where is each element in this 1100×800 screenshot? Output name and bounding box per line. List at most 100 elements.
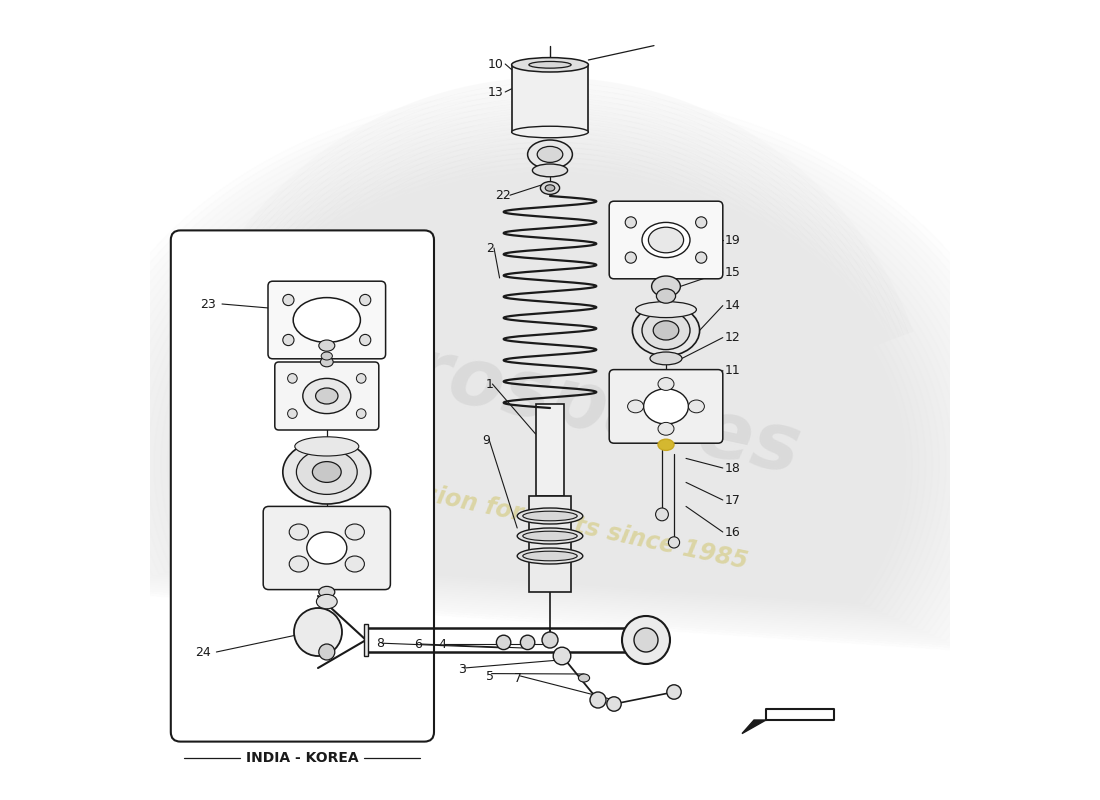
Polygon shape xyxy=(167,169,933,612)
Ellipse shape xyxy=(321,352,332,360)
Ellipse shape xyxy=(540,182,560,194)
FancyBboxPatch shape xyxy=(268,282,386,358)
Circle shape xyxy=(669,537,680,548)
Polygon shape xyxy=(120,132,980,630)
Polygon shape xyxy=(66,90,1034,651)
Ellipse shape xyxy=(517,528,583,544)
Text: 16: 16 xyxy=(725,526,740,538)
Text: a passion for parts since 1985: a passion for parts since 1985 xyxy=(351,466,749,574)
Polygon shape xyxy=(222,210,878,591)
Polygon shape xyxy=(283,258,817,567)
Polygon shape xyxy=(161,163,939,614)
Ellipse shape xyxy=(648,227,683,253)
Text: 6: 6 xyxy=(414,638,422,650)
Polygon shape xyxy=(126,137,974,627)
Ellipse shape xyxy=(650,352,682,365)
Ellipse shape xyxy=(644,389,689,424)
Ellipse shape xyxy=(658,422,674,435)
Ellipse shape xyxy=(632,305,700,356)
Ellipse shape xyxy=(307,532,346,564)
Polygon shape xyxy=(317,283,783,554)
Polygon shape xyxy=(249,231,851,580)
Ellipse shape xyxy=(320,357,333,366)
Polygon shape xyxy=(330,294,770,549)
Circle shape xyxy=(656,508,669,521)
Ellipse shape xyxy=(316,388,338,404)
Ellipse shape xyxy=(651,276,681,297)
Circle shape xyxy=(356,409,366,418)
FancyBboxPatch shape xyxy=(609,202,723,279)
Circle shape xyxy=(287,409,297,418)
Ellipse shape xyxy=(302,378,351,414)
Circle shape xyxy=(360,334,371,346)
Ellipse shape xyxy=(289,556,308,572)
Circle shape xyxy=(360,294,371,306)
Text: 7: 7 xyxy=(514,672,522,685)
Polygon shape xyxy=(86,106,1014,643)
Ellipse shape xyxy=(529,62,571,68)
Circle shape xyxy=(319,644,334,660)
Polygon shape xyxy=(174,174,926,609)
Bar xyxy=(364,624,367,656)
Ellipse shape xyxy=(283,440,371,504)
Bar xyxy=(529,496,571,592)
Ellipse shape xyxy=(522,531,578,541)
Text: 11: 11 xyxy=(725,364,740,377)
Ellipse shape xyxy=(546,185,554,191)
Ellipse shape xyxy=(642,311,690,350)
Circle shape xyxy=(553,647,571,665)
Ellipse shape xyxy=(642,222,690,258)
Text: 13: 13 xyxy=(487,86,504,98)
Polygon shape xyxy=(229,215,871,588)
Bar xyxy=(512,65,588,132)
Polygon shape xyxy=(182,179,918,606)
Ellipse shape xyxy=(512,58,588,72)
Text: 9: 9 xyxy=(482,434,490,446)
Ellipse shape xyxy=(657,289,675,303)
Circle shape xyxy=(294,608,342,656)
Bar xyxy=(536,404,564,496)
Polygon shape xyxy=(201,194,899,598)
Polygon shape xyxy=(302,273,798,559)
Polygon shape xyxy=(100,116,1000,638)
Text: eurospares: eurospares xyxy=(293,309,807,491)
Ellipse shape xyxy=(295,437,359,456)
Ellipse shape xyxy=(319,586,334,598)
Polygon shape xyxy=(310,278,790,557)
Ellipse shape xyxy=(517,508,583,524)
Ellipse shape xyxy=(522,551,578,561)
Ellipse shape xyxy=(294,298,361,342)
Circle shape xyxy=(625,217,637,228)
Polygon shape xyxy=(289,262,811,565)
FancyBboxPatch shape xyxy=(263,506,390,590)
Polygon shape xyxy=(134,142,966,625)
Ellipse shape xyxy=(689,400,704,413)
Polygon shape xyxy=(154,158,946,617)
Polygon shape xyxy=(113,126,987,633)
Ellipse shape xyxy=(319,340,334,351)
Circle shape xyxy=(356,374,366,383)
Ellipse shape xyxy=(345,556,364,572)
Ellipse shape xyxy=(579,674,590,682)
Text: 2: 2 xyxy=(486,242,494,254)
Polygon shape xyxy=(188,184,912,604)
Ellipse shape xyxy=(289,524,308,540)
Ellipse shape xyxy=(636,302,696,318)
Text: 10: 10 xyxy=(487,58,504,70)
Polygon shape xyxy=(147,153,953,620)
Text: 3: 3 xyxy=(458,663,466,676)
Text: 4: 4 xyxy=(438,638,446,650)
Polygon shape xyxy=(255,237,845,578)
Ellipse shape xyxy=(522,511,578,521)
Circle shape xyxy=(283,334,294,346)
Text: 14: 14 xyxy=(725,299,740,312)
Ellipse shape xyxy=(658,378,674,390)
Text: 19: 19 xyxy=(725,234,740,246)
Polygon shape xyxy=(235,221,865,586)
Ellipse shape xyxy=(537,146,563,162)
Polygon shape xyxy=(766,709,834,720)
Polygon shape xyxy=(242,226,858,583)
Ellipse shape xyxy=(653,321,679,340)
Polygon shape xyxy=(742,720,766,734)
Polygon shape xyxy=(296,268,804,562)
